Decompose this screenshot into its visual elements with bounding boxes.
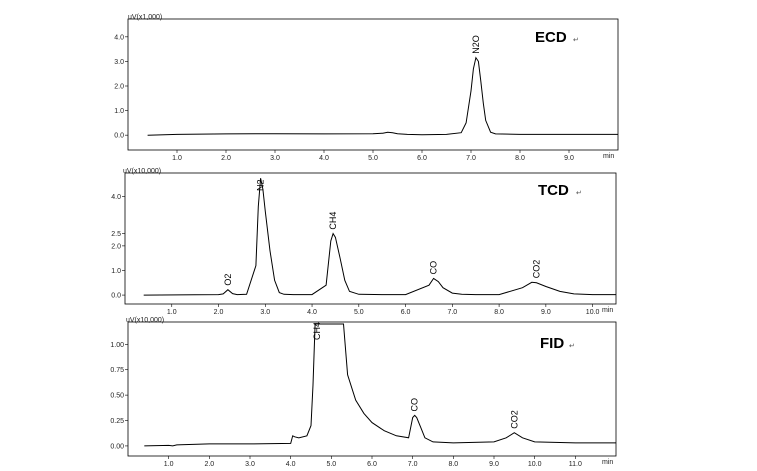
panel-tcd-xunit: min bbox=[602, 307, 613, 314]
y-tick-label: 0.00 bbox=[110, 443, 124, 450]
x-tick-label: 8.0 bbox=[448, 461, 458, 468]
peak-label-n2: N2 bbox=[256, 179, 266, 191]
peak-label-ch4: CH4 bbox=[312, 322, 322, 340]
y-tick-label: 3.0 bbox=[114, 59, 124, 66]
y-tick-label: 4.0 bbox=[111, 194, 121, 201]
x-tick-label: 6.0 bbox=[401, 309, 411, 316]
y-tick-label: 2.0 bbox=[114, 84, 124, 91]
x-tick-label: 8.0 bbox=[494, 309, 504, 316]
x-tick-label: 1.0 bbox=[164, 461, 174, 468]
panel-fid-xunit: min bbox=[602, 459, 613, 466]
panel-fid-peak-labels: CH4 CO CO2 bbox=[312, 322, 519, 429]
y-tick-label: 1.0 bbox=[114, 108, 124, 115]
peak-label-n2o: N2O bbox=[471, 35, 481, 54]
panel-ecd-xunit: min bbox=[603, 153, 614, 160]
panel-fid-detector-mark: ↵ bbox=[569, 343, 575, 350]
x-tick-label: 7.0 bbox=[447, 309, 457, 316]
y-tick-label: 0.0 bbox=[111, 293, 121, 300]
y-tick-label: 0.50 bbox=[110, 393, 124, 400]
peak-label-co: CO bbox=[410, 398, 420, 412]
x-tick-label: 4.0 bbox=[286, 461, 296, 468]
peak-label-co: CO bbox=[429, 261, 439, 275]
x-tick-label: 3.0 bbox=[270, 155, 280, 162]
y-tick-label: 1.00 bbox=[110, 342, 124, 349]
panel-tcd-detector-label: TCD bbox=[538, 182, 569, 199]
panel-fid-detector-label: FID bbox=[540, 335, 564, 352]
y-tick-label: 1.0 bbox=[111, 268, 121, 275]
x-tick-label: 2.0 bbox=[214, 309, 224, 316]
panel-fid-trace bbox=[144, 323, 616, 447]
y-tick-label: 4.0 bbox=[114, 34, 124, 41]
x-tick-label: 1.0 bbox=[172, 155, 182, 162]
x-tick-label: 10.0 bbox=[528, 461, 542, 468]
peak-label-ch4: CH4 bbox=[328, 212, 338, 230]
panel-fid-unit-label: uV(x10,000) bbox=[126, 317, 164, 324]
y-tick-label: 0.75 bbox=[110, 367, 124, 374]
panel-ecd: uV(x1,000) ECD ↵ min 1.0 2.0 3.0 4.0 5.0 6.0 7… bbox=[114, 14, 619, 162]
x-tick-label: 5.0 bbox=[354, 309, 364, 316]
panel-tcd-peak-labels: O2 N2 CH4 CO CO2 bbox=[223, 179, 542, 285]
panel-tcd-unit-label: uV(x10,000) bbox=[123, 168, 161, 175]
panel-fid-ticks: 1.0 2.0 3.0 4.0 5.0 6.0 7.0 8.0 9.0 10.0 11.0 0.00 0… bbox=[110, 342, 582, 468]
x-tick-label: 7.0 bbox=[408, 461, 418, 468]
x-tick-label: 8.0 bbox=[515, 155, 525, 162]
panel-tcd-frame bbox=[124, 172, 617, 305]
panel-tcd-trace bbox=[143, 178, 616, 296]
x-tick-label: 7.0 bbox=[466, 155, 476, 162]
x-tick-label: 4.0 bbox=[319, 155, 329, 162]
x-tick-label: 6.0 bbox=[417, 155, 427, 162]
x-tick-label: 2.0 bbox=[204, 461, 214, 468]
peak-label-o2: O2 bbox=[223, 274, 233, 286]
panel-ecd-ticks: 1.0 2.0 3.0 4.0 5.0 6.0 7.0 8.0 9.0 0.0 1.0 2.0 3.0 4… bbox=[114, 34, 574, 162]
x-tick-label: 3.0 bbox=[245, 461, 255, 468]
x-tick-label: 6.0 bbox=[367, 461, 377, 468]
panel-ecd-detector-label: ECD bbox=[535, 29, 567, 46]
x-tick-label: 4.0 bbox=[307, 309, 317, 316]
panel-ecd-peak-labels: N2O bbox=[471, 35, 481, 54]
peak-label-co2: CO2 bbox=[509, 410, 519, 429]
panel-fid: uV(x10,000) FID ↵ min 1.0 2.0 3.0 4.0 5.0 6.0… bbox=[110, 317, 617, 468]
panel-tcd-ticks: 1.0 2.0 3.0 4.0 5.0 6.0 7.0 8.0 9.0 10.0 0.0 1.0 2.0… bbox=[111, 194, 599, 316]
y-tick-label: 0.25 bbox=[110, 418, 124, 425]
x-tick-label: 11.0 bbox=[569, 461, 582, 468]
x-tick-label: 9.0 bbox=[564, 155, 574, 162]
panel-ecd-detector-mark: ↵ bbox=[573, 37, 579, 44]
panel-ecd-trace bbox=[147, 56, 618, 136]
panel-tcd: uV(x10,000) TCD ↵ min 1.0 2.0 3.0 4.0 5.0 6.0… bbox=[111, 168, 617, 316]
panel-ecd-unit-label: uV(x1,000) bbox=[128, 14, 162, 21]
x-tick-label: 2.0 bbox=[221, 155, 231, 162]
y-tick-label: 2.5 bbox=[111, 231, 121, 238]
x-tick-label: 9.0 bbox=[541, 309, 551, 316]
x-tick-label: 3.0 bbox=[260, 309, 270, 316]
panel-tcd-detector-mark: ↵ bbox=[576, 190, 582, 197]
peak-label-co2: CO2 bbox=[532, 260, 542, 279]
y-tick-label: 0.0 bbox=[114, 133, 124, 140]
x-tick-label: 5.0 bbox=[368, 155, 378, 162]
x-tick-label: 10.0 bbox=[586, 309, 600, 316]
x-tick-label: 1.0 bbox=[167, 309, 177, 316]
x-tick-label: 9.0 bbox=[489, 461, 499, 468]
y-tick-label: 2.0 bbox=[111, 243, 121, 250]
x-tick-label: 5.0 bbox=[326, 461, 336, 468]
